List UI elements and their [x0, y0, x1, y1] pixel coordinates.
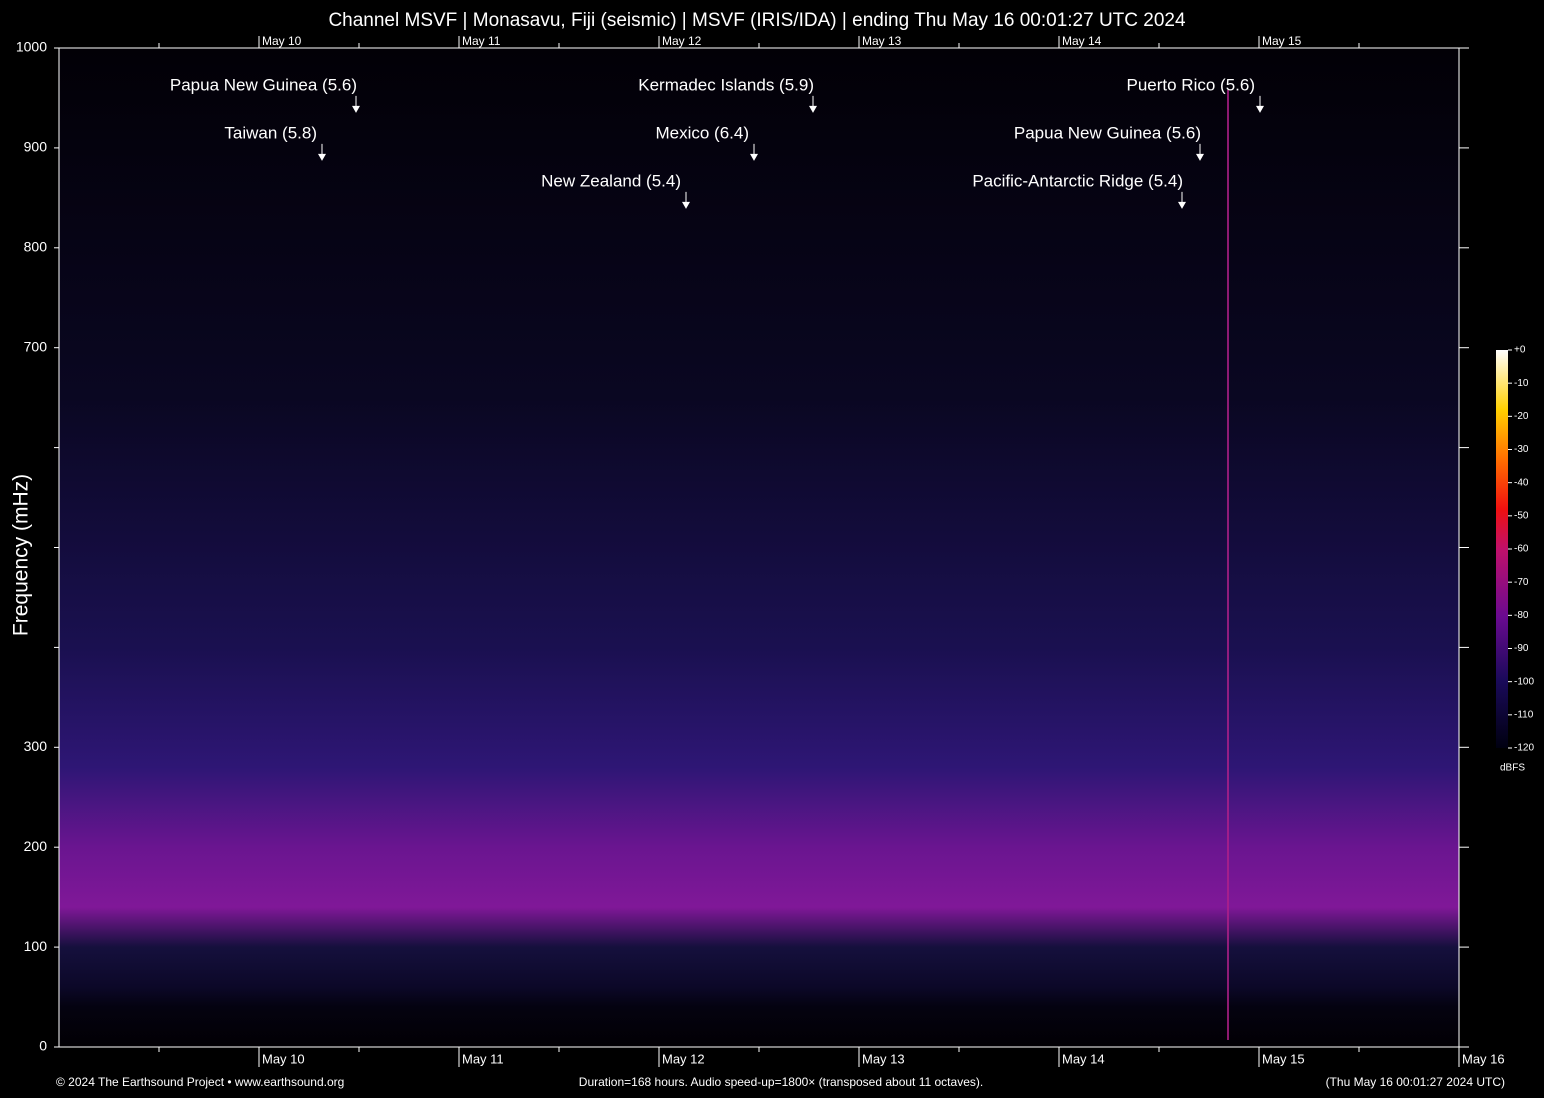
- y-axis-label: Frequency (mHz): [10, 474, 33, 636]
- annotation-label: Papua New Guinea (5.6): [170, 75, 357, 94]
- colorbar-tick-label: -80: [1514, 610, 1529, 621]
- annotation-arrowhead: [682, 201, 690, 209]
- colorbar-tick-label: -40: [1514, 477, 1529, 488]
- chart-title: Channel MSVF | Monasavu, Fiji (seismic) …: [328, 10, 1186, 31]
- colorbar-tick-label: -90: [1514, 643, 1529, 654]
- colorbar-tick-label: -20: [1514, 411, 1529, 422]
- colorbar: [1496, 350, 1508, 748]
- x-tick-label-top: May 10: [262, 34, 302, 48]
- annotation-arrowhead: [1256, 105, 1264, 113]
- annotation-label: New Zealand (5.4): [541, 171, 681, 190]
- annotation-label: Taiwan (5.8): [224, 123, 317, 142]
- footer-left: © 2024 The Earthsound Project • www.eart…: [56, 1075, 344, 1089]
- annotation-arrowhead: [809, 105, 817, 113]
- colorbar-tick-label: -70: [1514, 577, 1529, 588]
- x-tick-label-top: May 12: [662, 34, 702, 48]
- annotation-label: Puerto Rico (5.6): [1127, 75, 1256, 94]
- x-tick-label: May 14: [1062, 1051, 1105, 1066]
- x-tick-label-top: May 11: [462, 34, 501, 48]
- annotation-arrowhead: [318, 153, 326, 161]
- x-tick-label-top: May 15: [1262, 34, 1302, 48]
- footer-right: (Thu May 16 00:01:27 2024 UTC): [1326, 1075, 1505, 1089]
- colorbar-tick-label: -50: [1514, 510, 1529, 521]
- annotation-arrowhead: [750, 153, 758, 161]
- x-tick-label: May 11: [462, 1051, 504, 1066]
- y-tick-label: 300: [24, 738, 48, 754]
- colorbar-tick-label: -100: [1514, 676, 1534, 687]
- footer-center: Duration=168 hours. Audio speed-up=1800×…: [579, 1075, 983, 1089]
- annotation-label: Papua New Guinea (5.6): [1014, 123, 1201, 142]
- x-tick-label-top: May 14: [1062, 34, 1102, 48]
- annotation-label: Mexico (6.4): [655, 123, 749, 142]
- annotation-label: Pacific-Antarctic Ridge (5.4): [972, 171, 1183, 190]
- y-tick-label: 700: [24, 338, 48, 354]
- annotation-arrowhead: [352, 105, 360, 113]
- x-tick-label: May 10: [262, 1051, 305, 1066]
- y-tick-label: 100: [24, 938, 48, 954]
- x-tick-label: May 15: [1262, 1051, 1305, 1066]
- spectrogram: [59, 48, 1459, 1047]
- y-tick-label: 800: [24, 239, 48, 255]
- x-tick-label: May 13: [862, 1051, 905, 1066]
- annotation-arrowhead: [1196, 153, 1204, 161]
- colorbar-tick-label: +0: [1514, 345, 1526, 356]
- colorbar-tick-label: -30: [1514, 444, 1529, 455]
- annotation-label: Kermadec Islands (5.9): [638, 75, 814, 94]
- annotation-arrowhead: [1178, 201, 1186, 209]
- colorbar-tick-label: -120: [1514, 743, 1534, 754]
- y-tick-label: 0: [39, 1038, 47, 1054]
- colorbar-tick-label: -10: [1514, 378, 1529, 389]
- y-tick-label: 900: [24, 139, 48, 155]
- x-tick-label: May 12: [662, 1051, 705, 1066]
- colorbar-tick-label: -60: [1514, 544, 1529, 555]
- colorbar-label: dBFS: [1500, 763, 1525, 774]
- x-tick-label-top: May 13: [862, 34, 902, 48]
- y-tick-label: 200: [24, 838, 48, 854]
- x-tick-label: May 16: [1462, 1051, 1505, 1066]
- y-tick-label: 1000: [16, 39, 47, 55]
- colorbar-tick-label: -110: [1514, 709, 1534, 720]
